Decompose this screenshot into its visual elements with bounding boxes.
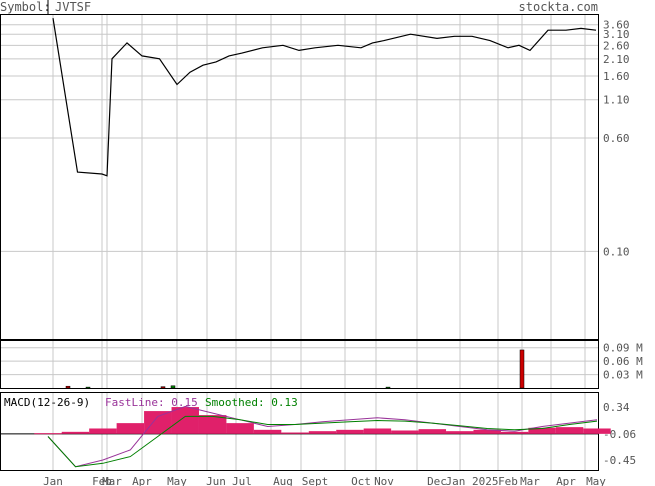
macd-fast-label: FastLine: 0.15 xyxy=(105,396,198,409)
volume-tick-label: 0.03 M xyxy=(603,369,643,382)
macd-hist-bar xyxy=(391,430,419,434)
macd-hist-bar xyxy=(281,432,309,434)
x-label: Apr xyxy=(556,475,576,486)
price-tick-label: 1.10 xyxy=(603,94,630,107)
macd-hist-bar xyxy=(116,423,145,434)
macd-hist-bar xyxy=(418,429,447,434)
price-axis-ticks: 3.603.102.602.10 1.60 1.10 0.60 0.10 xyxy=(603,19,630,259)
macd-tick-label: 0.34 xyxy=(603,401,630,414)
macd-hist-bar xyxy=(308,431,337,434)
volume-bar xyxy=(85,386,91,389)
price-tick-label: 1.60 xyxy=(603,70,630,83)
macd-smoothed-label: Smoothed: 0.13 xyxy=(205,396,298,409)
macd-histogram xyxy=(34,407,611,435)
x-label: Jul xyxy=(232,475,252,486)
symbol-label-box xyxy=(0,0,45,14)
x-label: Feb xyxy=(498,475,518,486)
macd-hist-bar xyxy=(500,431,529,434)
x-label: Nov xyxy=(374,475,394,486)
macd-tick-label: -0.45 xyxy=(603,454,636,467)
x-label: Oct xyxy=(351,475,371,486)
x-label: Jan 2025 xyxy=(446,475,499,486)
macd-smoothed-line xyxy=(47,415,598,468)
price-tick-label: 0.60 xyxy=(603,132,630,145)
macd-hist-bar xyxy=(446,431,474,434)
macd-label: MACD(12-26-9) xyxy=(4,396,90,409)
macd-hist-bar xyxy=(144,411,172,434)
macd-hist-bar xyxy=(555,427,584,434)
volume-bar xyxy=(385,386,391,389)
x-label: Dec xyxy=(427,475,447,486)
x-label: Apr xyxy=(132,475,152,486)
macd-hist-bar xyxy=(363,428,392,434)
macd-hist-bar xyxy=(198,415,227,434)
volume-bar xyxy=(160,386,166,389)
x-label: Mar xyxy=(102,475,122,486)
macd-hist-bar xyxy=(336,429,364,434)
x-label: May xyxy=(586,475,606,486)
x-label: Jan xyxy=(43,475,63,486)
volume-axis-ticks: 0.09 M0.06 M0.03 M xyxy=(603,342,643,382)
volume-panel-frame xyxy=(0,340,599,389)
macd-fast-line xyxy=(47,405,598,468)
macd-axis-ticks: 0.34 -0.06 -0.45 xyxy=(603,401,636,467)
macd-hist-bar xyxy=(34,433,62,435)
symbol-value: JVTSF xyxy=(55,0,91,14)
grid-lines xyxy=(1,15,598,470)
volume-bar xyxy=(170,385,176,389)
macd-hist-bar xyxy=(226,423,254,434)
price-line xyxy=(52,18,597,177)
macd-hist-bar xyxy=(89,428,117,434)
volume-bar xyxy=(65,385,71,389)
macd-hist-bar xyxy=(473,429,501,434)
price-tick-label: 2.60 xyxy=(603,39,630,52)
price-tick-label: 3.60 xyxy=(603,19,630,32)
x-label: Aug xyxy=(273,475,293,486)
price-tick-label: 3.10 xyxy=(603,28,630,41)
macd-hist-bar xyxy=(528,427,556,434)
x-label: Mar xyxy=(520,475,540,486)
x-label: Feb xyxy=(92,475,112,486)
site-watermark: stockta.com xyxy=(519,0,598,14)
macd-hist-bar xyxy=(171,407,199,434)
volume-tick-label: 0.06 M xyxy=(603,355,643,368)
macd-hist-bar xyxy=(253,429,282,434)
price-panel-frame xyxy=(0,14,599,340)
macd-hist-bar xyxy=(583,428,611,434)
macd-hist-bar xyxy=(61,431,90,434)
symbol-label: Symbol: xyxy=(0,0,51,14)
x-label: Sept xyxy=(302,475,329,486)
price-tick-label: 2.10 xyxy=(603,53,630,66)
x-label: May xyxy=(167,475,187,486)
volume-tick-label: 0.09 M xyxy=(603,342,643,355)
volume-bar xyxy=(519,349,525,389)
volume-bars xyxy=(65,349,525,389)
price-tick-label: 0.10 xyxy=(603,245,630,258)
x-label: Jun xyxy=(206,475,226,486)
macd-tick-label: -0.06 xyxy=(603,428,636,441)
